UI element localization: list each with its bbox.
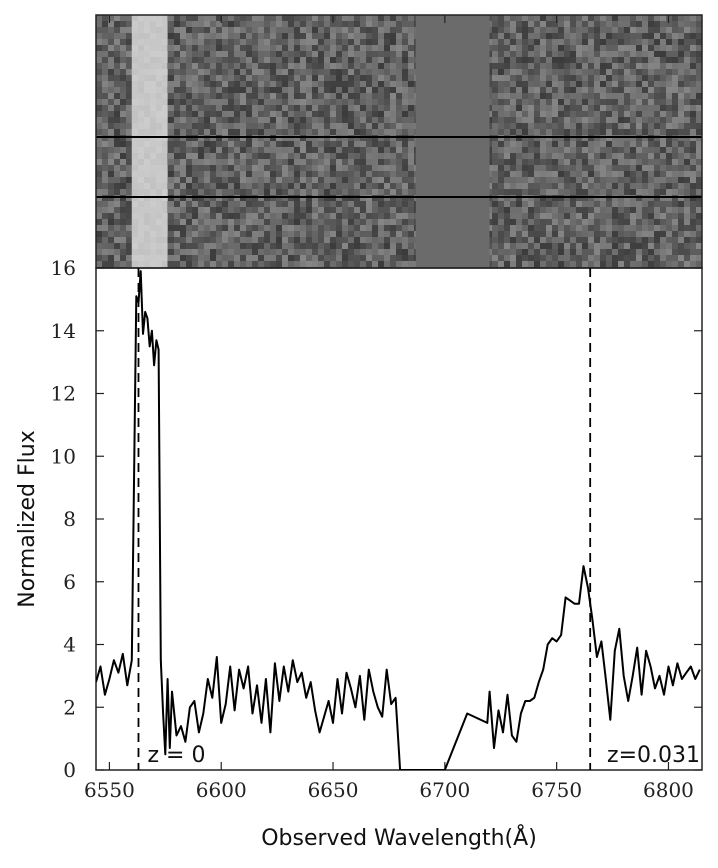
x-tick-label: 6750 [531,778,582,802]
y-tick-label: 10 [51,444,76,468]
x-tick-label: 6800 [643,778,694,802]
flux-series-line [96,270,701,770]
image-noise [96,15,702,268]
redshift-markers: z = 0 z=0.031 [137,268,700,770]
y-tick-label: 2 [63,695,76,719]
redshift-marker-label: z=0.031 [607,743,700,768]
redshift-marker-label: z = 0 [147,743,205,768]
x-tick-label: 6700 [419,778,470,802]
bright-emission-column [131,15,168,268]
y-axis-title: Normalized Flux [15,430,40,607]
y-tick-label: 14 [51,319,76,343]
x-axis-title: Observed Wavelength(Å) [261,824,537,851]
spectrum-image-panel [96,15,702,268]
y-tick-label: 4 [63,633,76,657]
axis-ticks: 6550 6600 6650 6700 6750 6800 0 2 4 6 8 10 12 14 16 [51,15,702,802]
x-tick-label: 6600 [196,778,247,802]
y-tick-label: 6 [63,570,76,594]
masked-region [415,15,490,268]
plot-area: 6550 6600 6650 6700 6750 6800 0 2 4 6 8 10 12 14 16 z … [51,15,703,802]
y-tick-label: 0 [63,758,76,782]
y-tick-label: 16 [51,256,76,280]
y-tick-label: 12 [51,382,76,406]
x-tick-label: 6550 [84,778,135,802]
x-tick-label: 6650 [308,778,359,802]
y-tick-label: 8 [63,507,76,531]
